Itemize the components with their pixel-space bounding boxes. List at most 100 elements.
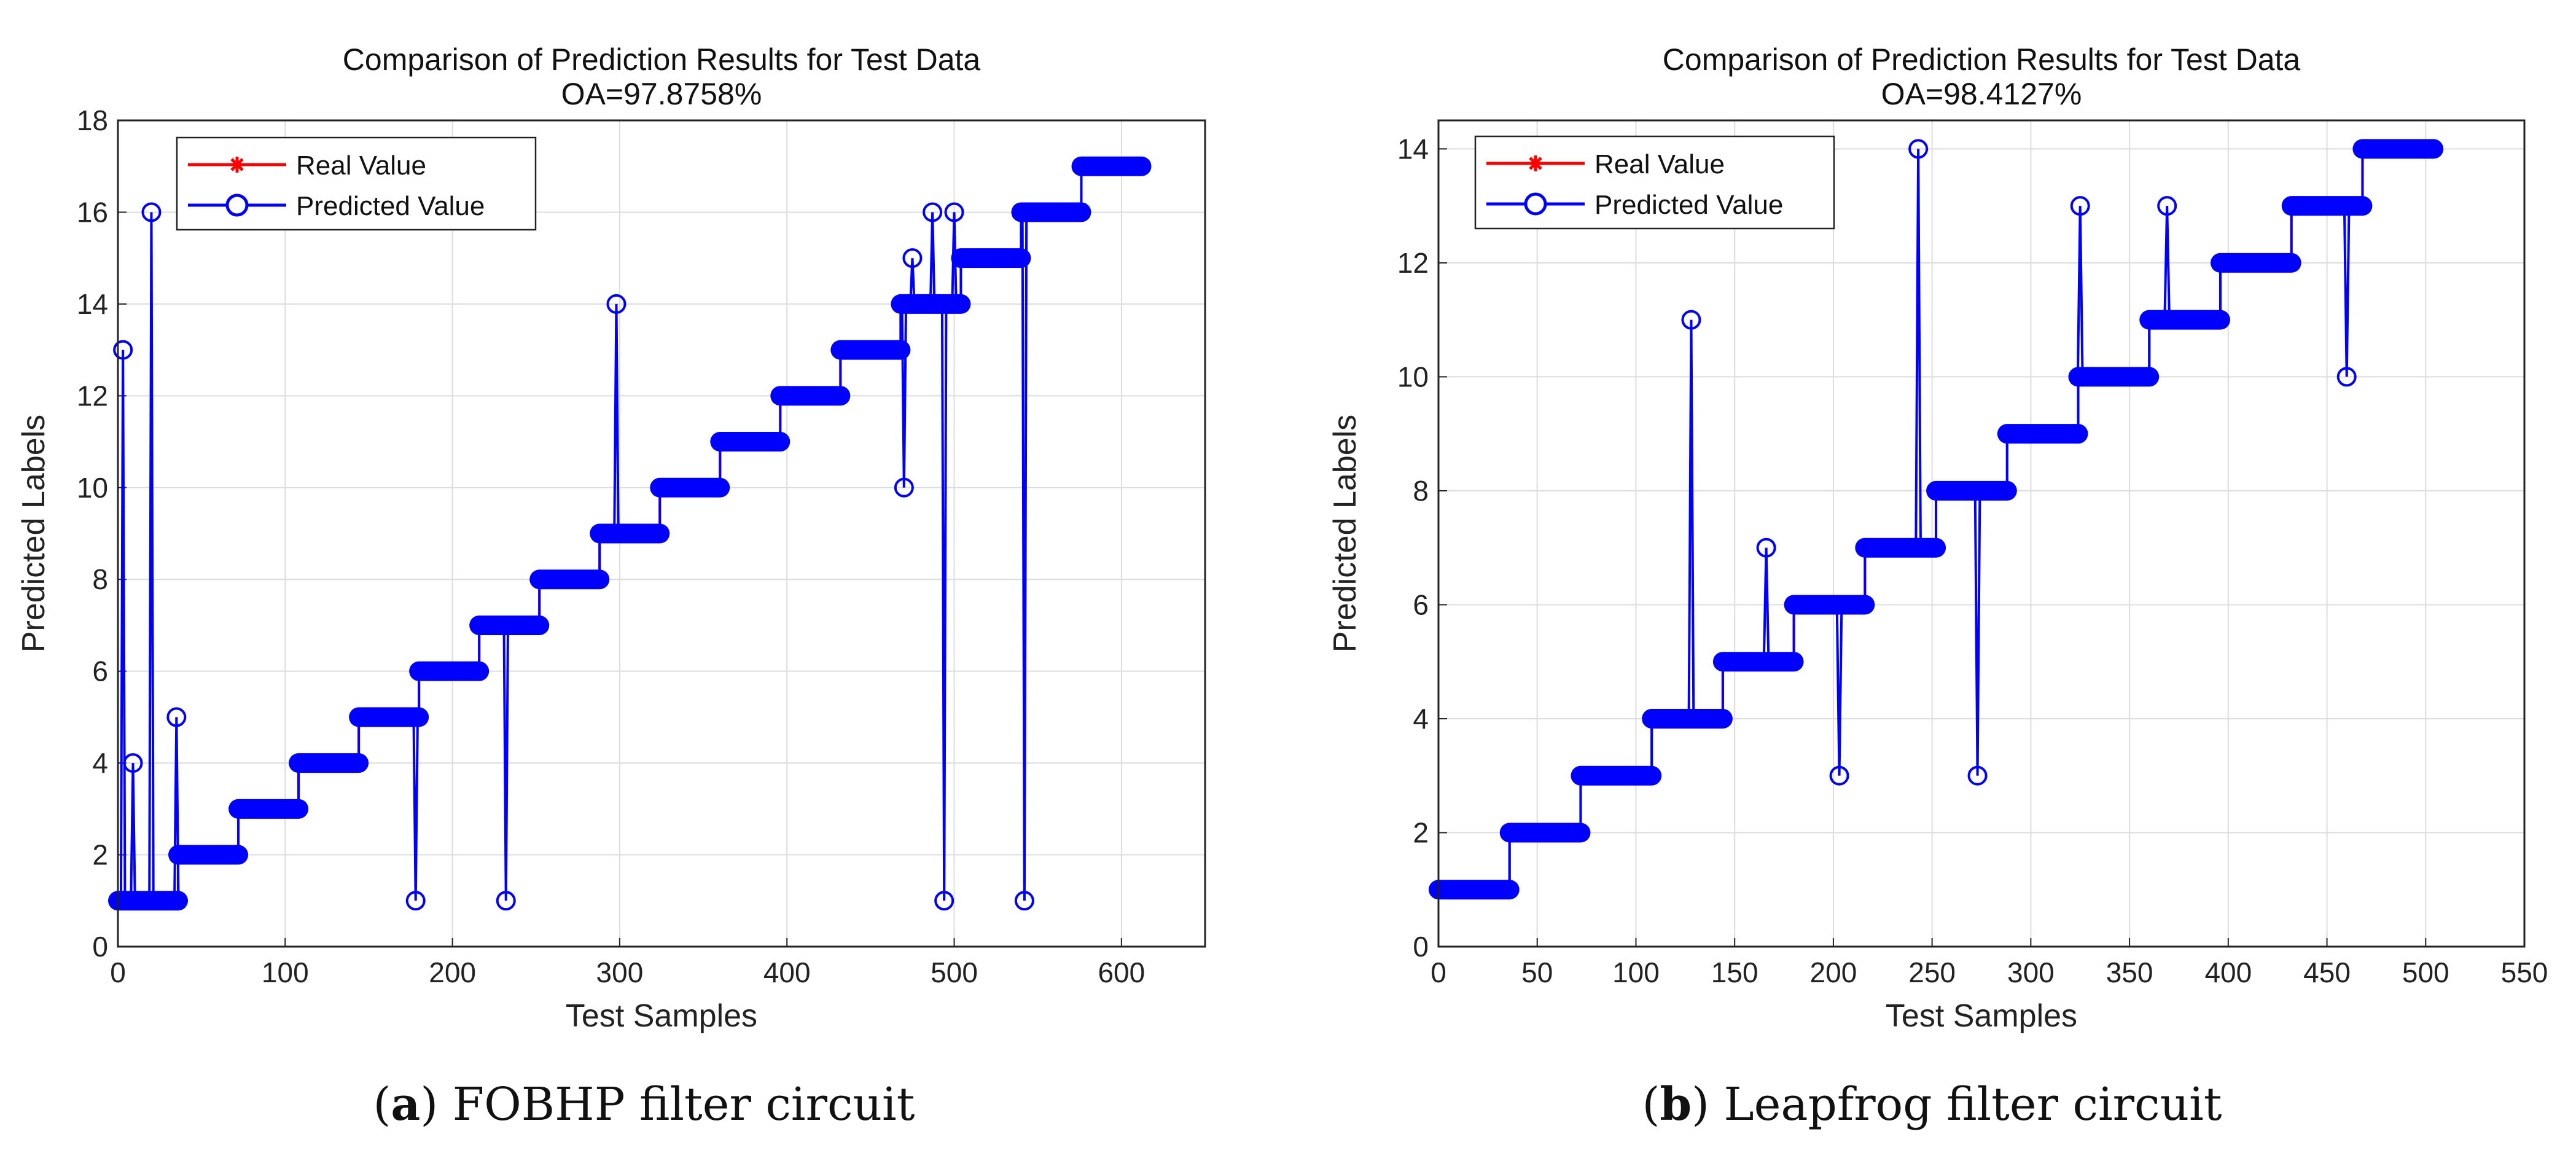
chart-title: Comparison of Prediction Results for Tes… xyxy=(1663,42,2301,77)
y-tick-label: 0 xyxy=(92,931,108,963)
x-tick-label: 600 xyxy=(1098,956,1145,988)
x-tick-label: 150 xyxy=(1711,956,1758,988)
misclassified-spike xyxy=(130,763,136,901)
chart-a: Comparison of Prediction Results for Tes… xyxy=(16,42,1206,1034)
y-axis-label: Predicted Labels xyxy=(1327,415,1363,652)
y-axis-label: Predicted Labels xyxy=(16,415,52,652)
x-tick-label: 500 xyxy=(931,956,978,988)
x-tick-label: 250 xyxy=(1908,956,1956,988)
x-tick-label: 50 xyxy=(1521,956,1553,988)
misclassified-spike xyxy=(119,350,127,901)
misclassified-point xyxy=(141,202,162,222)
misclassified-point xyxy=(1014,891,1034,911)
misclassified-point xyxy=(944,202,964,222)
caption-a: (a) FOBHP filter circuit xyxy=(373,1078,915,1131)
misclassified-point xyxy=(1829,765,1849,786)
misclassified-spike xyxy=(2163,206,2171,320)
misclassified-point xyxy=(923,202,943,222)
y-tick-label: 18 xyxy=(77,104,108,136)
misclassified-point xyxy=(405,891,426,911)
y-tick-label: 4 xyxy=(92,747,108,779)
y-tick-label: 2 xyxy=(1413,816,1429,848)
caption-b-text: Leapfrog filter circuit xyxy=(1723,1078,2222,1131)
x-tick-label: 0 xyxy=(1430,956,1446,988)
x-tick-label: 100 xyxy=(1612,956,1660,988)
x-tick-label: 400 xyxy=(2204,956,2252,988)
x-axis-label: Test Samples xyxy=(1886,998,2077,1034)
x-tick-label: 300 xyxy=(596,956,644,988)
chart-subtitle: OA=98.4127% xyxy=(1881,77,2082,111)
misclassified-point xyxy=(2157,196,2177,216)
misclassified-spike xyxy=(173,717,180,901)
legend-real-label: Real Value xyxy=(1594,149,1725,179)
misclassified-point xyxy=(1967,765,1988,786)
y-tick-label: 10 xyxy=(77,472,108,504)
misclassified-spike xyxy=(613,303,620,534)
legend-real-marker xyxy=(1528,155,1544,171)
misclassified-spike xyxy=(1762,547,1770,662)
chart-subtitle: OA=97.8758% xyxy=(561,77,762,111)
caption-b-letter: b xyxy=(1660,1078,1692,1131)
misclassified-point xyxy=(606,294,626,314)
legend-real-marker xyxy=(229,157,245,173)
axes-frame xyxy=(1437,119,2526,948)
caption-a-letter: a xyxy=(391,1078,421,1131)
misclassified-point xyxy=(496,891,516,911)
y-tick-label: 12 xyxy=(1397,247,1429,279)
x-tick-label: 300 xyxy=(2007,956,2055,988)
misclassified-spike xyxy=(909,258,916,304)
x-tick-label: 100 xyxy=(262,956,309,988)
x-tick-label: 200 xyxy=(429,956,476,988)
caption-a-text: FOBHP filter circuit xyxy=(452,1078,915,1131)
misclassified-point xyxy=(166,707,187,727)
x-tick-label: 0 xyxy=(110,956,126,988)
misclassified-spike xyxy=(951,212,958,304)
x-tick-label: 400 xyxy=(763,956,811,988)
y-tick-label: 12 xyxy=(77,380,108,412)
plot-area xyxy=(1438,120,2524,947)
misclassified-point xyxy=(1908,139,1929,159)
x-tick-label: 200 xyxy=(1810,956,1857,988)
misclassified-point xyxy=(934,891,954,911)
legend-predicted-marker xyxy=(225,194,249,217)
misclassified-point xyxy=(113,340,133,360)
misclassified-point xyxy=(1681,310,1701,330)
legend-predicted-label: Predicted Value xyxy=(1594,190,1783,220)
y-tick-label: 14 xyxy=(1397,133,1429,165)
chart-panel-a: Comparison of Prediction Results for Tes… xyxy=(16,42,1206,1131)
misclassified-spike xyxy=(2343,206,2351,377)
misclassified-point xyxy=(123,753,143,773)
y-tick-label: 10 xyxy=(1397,361,1429,393)
y-tick-label: 16 xyxy=(77,196,108,228)
x-tick-label: 350 xyxy=(2106,956,2153,988)
chart-panel-b: Comparison of Prediction Results for Tes… xyxy=(1288,0,2576,1169)
x-axis-label: Test Samples xyxy=(566,998,757,1034)
chart-b: Comparison of Prediction Results for Tes… xyxy=(1327,42,2548,1034)
misclassified-point xyxy=(1756,538,1776,558)
misclassified-point xyxy=(894,477,914,498)
legend-predicted-label: Predicted Value xyxy=(296,191,485,221)
y-tick-label: 0 xyxy=(1413,931,1429,963)
misclassified-spike xyxy=(148,212,155,901)
y-tick-label: 4 xyxy=(1413,703,1429,735)
caption-b: (b) Leapfrog filter circuit xyxy=(1642,1078,2222,1131)
legend-predicted-marker xyxy=(1524,192,1547,216)
legend-real-label: Real Value xyxy=(296,151,426,181)
misclassified-spike xyxy=(1687,319,1695,719)
chart-title: Comparison of Prediction Results for Tes… xyxy=(343,42,981,77)
misclassified-point xyxy=(2336,367,2357,387)
misclassified-point xyxy=(902,248,923,268)
x-tick-label: 500 xyxy=(2402,956,2449,988)
y-tick-label: 2 xyxy=(92,839,108,871)
y-tick-label: 6 xyxy=(1413,588,1429,620)
misclassified-spike xyxy=(2076,206,2084,377)
misclassified-spike xyxy=(1914,149,1922,548)
misclassified-spike xyxy=(1973,490,1981,776)
x-tick-label: 550 xyxy=(2501,956,2548,988)
x-tick-label: 450 xyxy=(2303,956,2351,988)
misclassified-point xyxy=(2070,196,2090,216)
y-tick-label: 14 xyxy=(77,288,108,320)
y-tick-label: 8 xyxy=(1413,475,1429,507)
misclassified-spike xyxy=(929,212,936,304)
axes-frame xyxy=(117,119,1206,948)
